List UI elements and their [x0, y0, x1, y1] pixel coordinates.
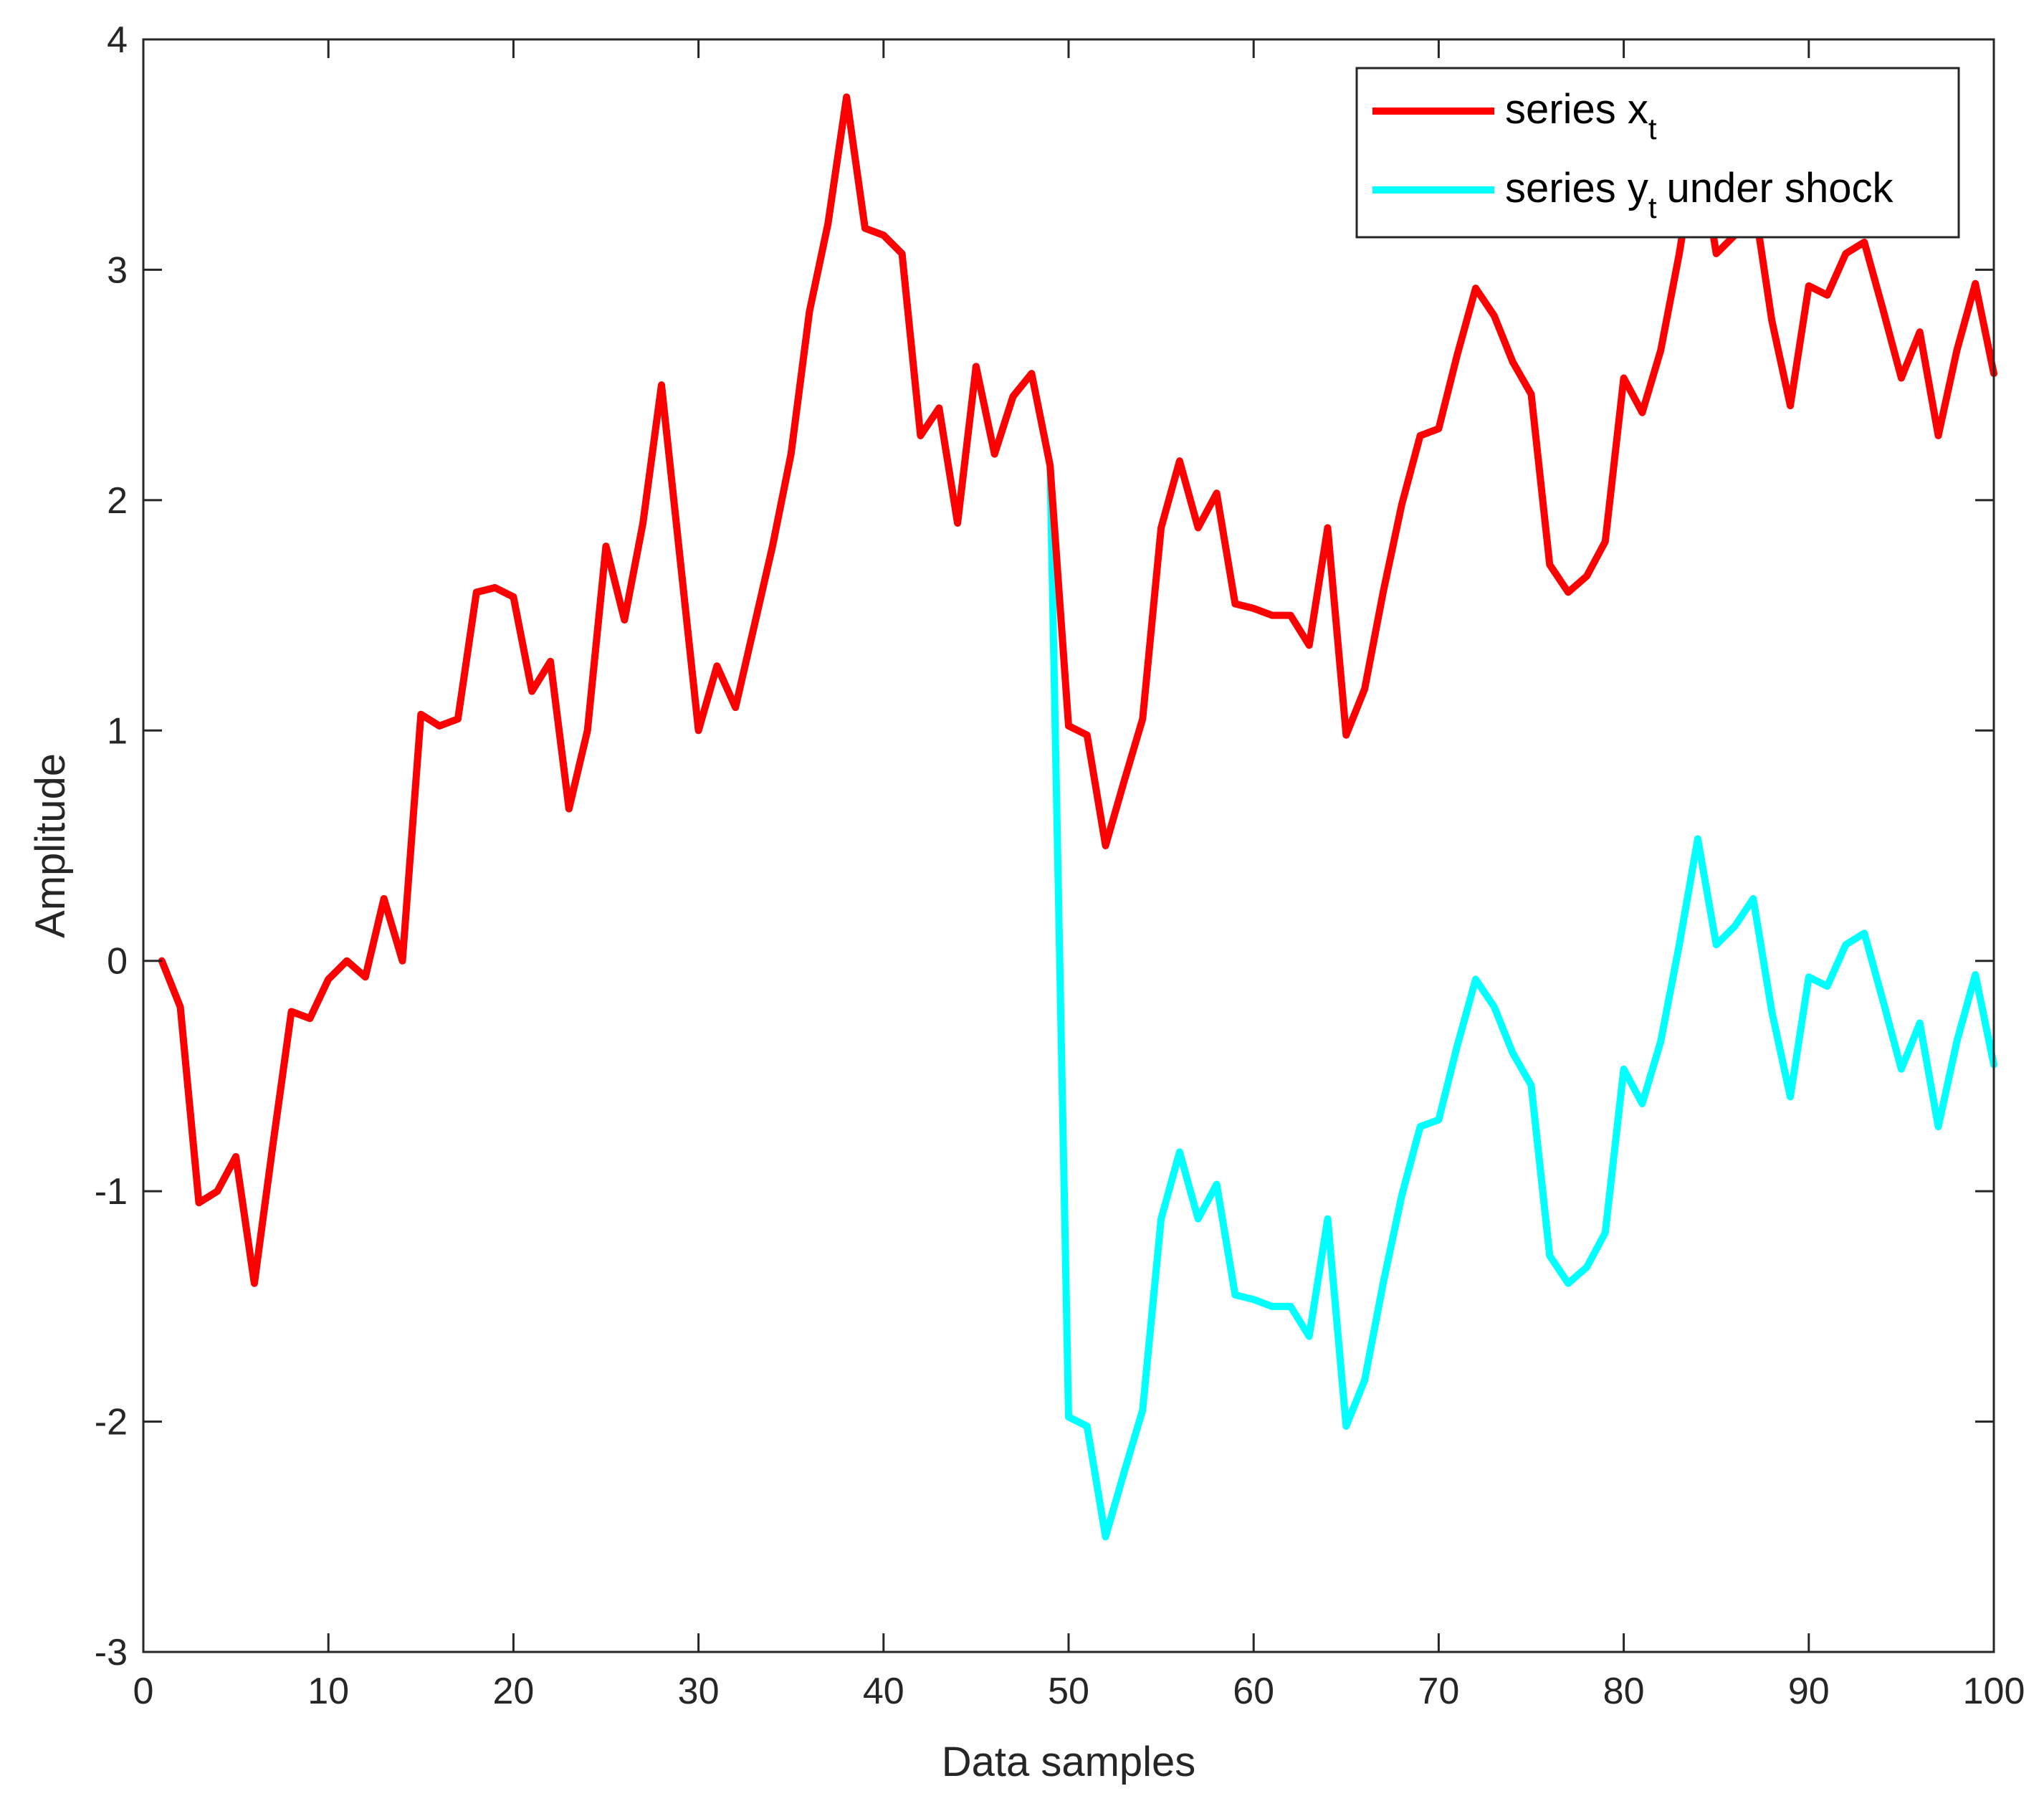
- x-tick-label: 70: [1418, 1671, 1459, 1712]
- legend-subscript-series-x: t: [1648, 112, 1657, 145]
- x-tick-label: 30: [678, 1671, 720, 1712]
- x-tick-label: 40: [863, 1671, 904, 1712]
- legend-suffix-series-y: under shock: [1667, 165, 1894, 211]
- y-axis-title: Amplitude: [27, 753, 74, 938]
- y-tick-labels: -3 -2 -1 0 1 2 3 4: [95, 19, 128, 1673]
- x-tick-label: 60: [1233, 1671, 1274, 1712]
- y-tick-label: 4: [107, 19, 128, 61]
- legend-box: [1355, 67, 1960, 239]
- x-tick-label: 100: [1963, 1671, 2025, 1712]
- x-tick-labels: 0 10 20 30 40 50 60 70 80 90 100: [133, 1671, 2025, 1712]
- x-axis-title: Data samples: [942, 1739, 1196, 1785]
- y-tick-label: 3: [107, 249, 128, 291]
- legend-entry-series-x: series xt: [1505, 86, 1657, 145]
- legend: series xt series yt under shock: [1355, 67, 1960, 239]
- y-tick-label: 0: [107, 941, 128, 983]
- legend-label-series-x: series x: [1505, 86, 1648, 133]
- legend-subscript-series-y: t: [1648, 191, 1657, 224]
- x-tick-label: 90: [1788, 1671, 1830, 1712]
- x-tick-label: 20: [492, 1671, 534, 1712]
- y-tick-label: 1: [107, 710, 128, 752]
- x-tick-label: 50: [1048, 1671, 1089, 1712]
- x-tick-label: 0: [133, 1671, 154, 1712]
- legend-entry-series-y: series yt under shock: [1505, 165, 1893, 224]
- y-tick-label: -2: [95, 1402, 128, 1443]
- legend-label-series-y: series y: [1505, 165, 1648, 211]
- y-tick-label: -3: [95, 1632, 128, 1673]
- x-tick-label: 80: [1603, 1671, 1645, 1712]
- axes-box: [142, 38, 1995, 1653]
- y-tick-label: 2: [107, 480, 128, 522]
- x-tick-label: 10: [307, 1671, 349, 1712]
- y-tick-label: -1: [95, 1171, 128, 1213]
